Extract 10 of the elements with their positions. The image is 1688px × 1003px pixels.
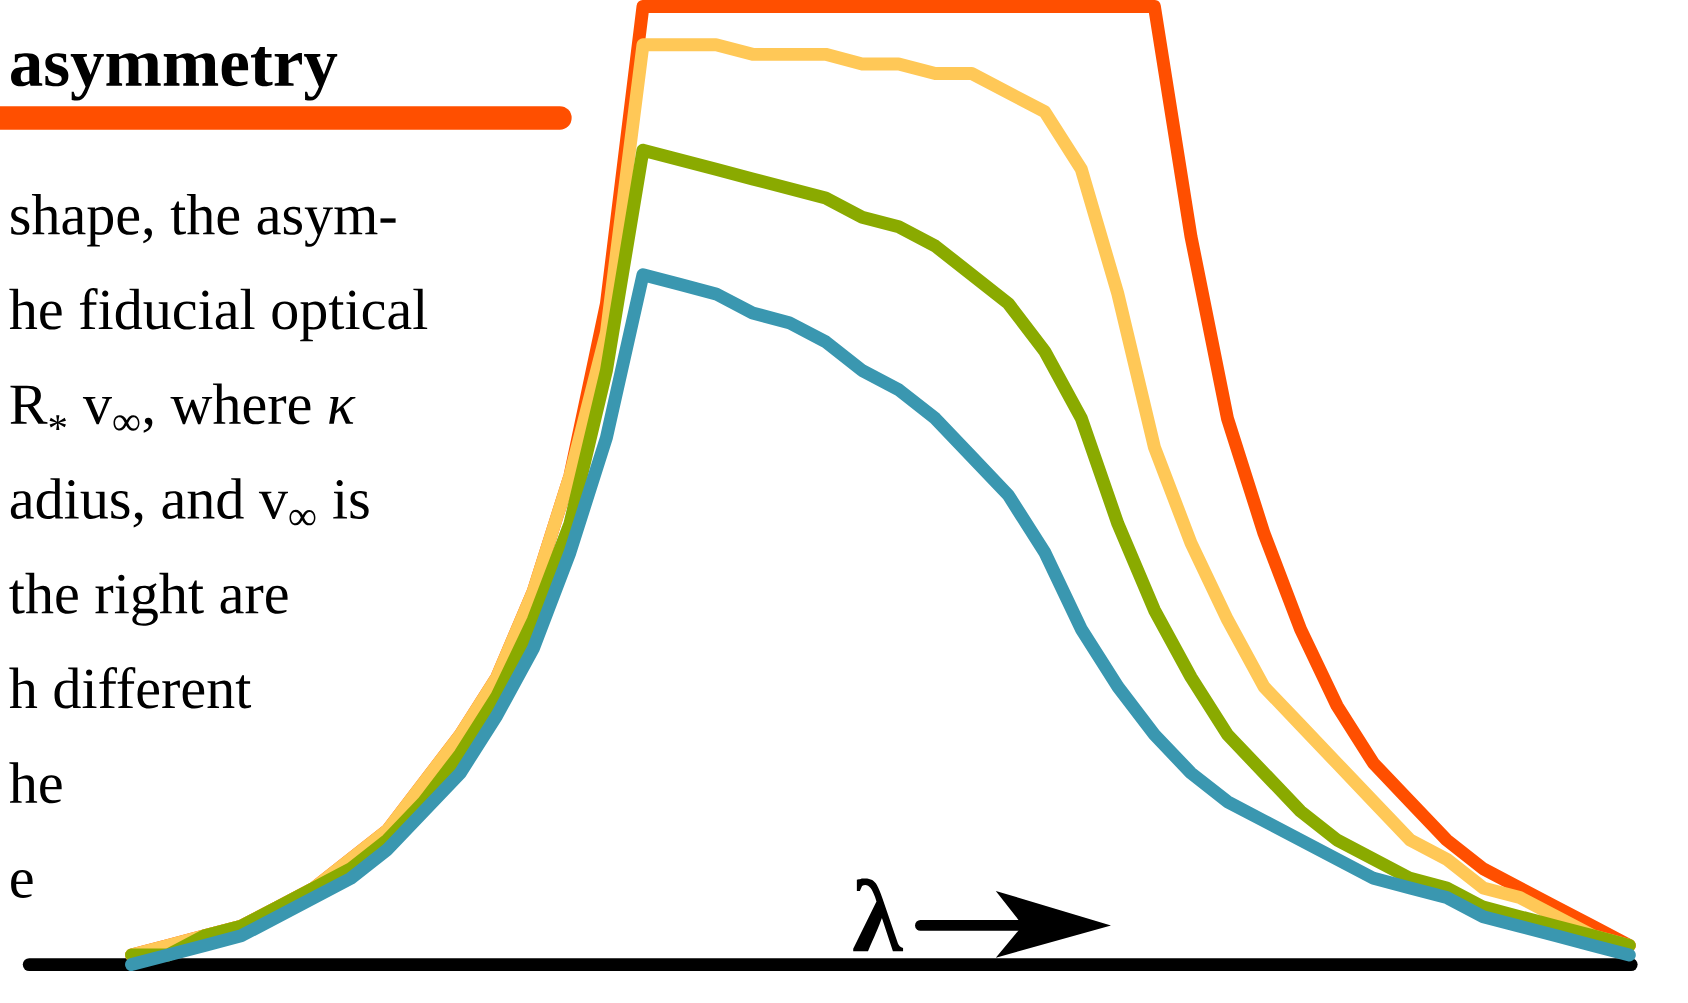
chart-title: asymmetry — [11, 46, 338, 101]
annotation: adius, and v$_{∞}$ is — [10, 478, 369, 528]
annotation: h different — [9, 667, 252, 709]
x-axis-title: λ — [853, 878, 904, 952]
annotation: he fiducial optical — [9, 288, 428, 342]
annotation: the right are — [9, 572, 288, 626]
annotation: R$_{*}$ v$_{∞}$, where κ — [10, 383, 356, 433]
annotation: shape, the asym- — [11, 193, 396, 247]
text: he — [9, 762, 62, 804]
text: e — [11, 870, 33, 898]
